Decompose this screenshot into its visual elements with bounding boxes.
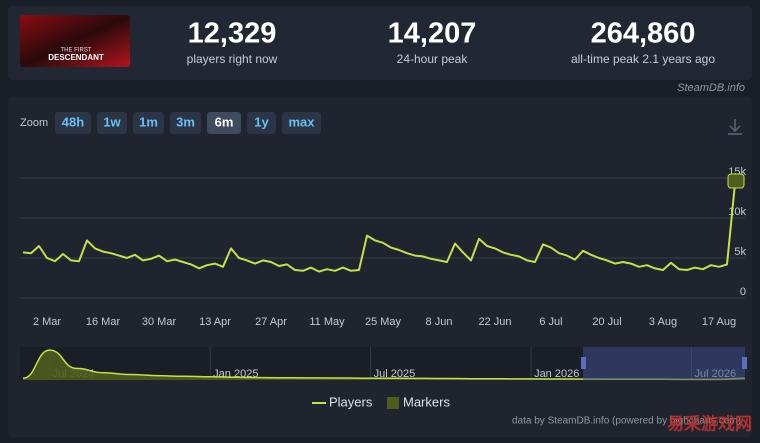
credit: SteamDB.info [677,82,745,94]
y-tick-label: 5k [734,246,746,258]
x-tick-label: 2 Mar [33,316,61,328]
zoom-button-label[interactable]: 6m [215,114,234,129]
x-tick-label: 8 Jun [426,316,453,328]
zoom-button-bg[interactable] [247,112,276,134]
zoom-button[interactable]: 48h [55,112,91,134]
navigator-label: Jan 2026 [534,368,579,380]
zoom-button-bg[interactable] [170,112,201,134]
x-tick-label: 27 Apr [255,316,287,328]
x-tick-label: 25 May [365,316,402,328]
navigator-selection[interactable] [583,347,745,380]
zoom-button[interactable]: 6m [207,112,241,134]
x-tick-label: 17 Aug [702,316,736,328]
x-tick-label: 13 Apr [199,316,231,328]
zoom-button-bg[interactable] [207,112,241,134]
x-tick-label: 3 Aug [649,316,677,328]
navigator-label: Jul 2025 [374,368,416,380]
zoom-button-bg[interactable] [133,112,164,134]
stat-label: 24-hour peak [397,52,469,66]
marker-flag[interactable] [727,173,745,189]
zoom-button-label[interactable]: 3m [176,114,195,129]
zoom-button-label[interactable]: 48h [62,114,84,129]
zoom-button-label[interactable]: max [288,114,315,129]
zoom-button-label[interactable]: 1m [139,114,158,129]
zoom-buttons: 48h 1w 1m 3m 6m 1y max [55,112,321,134]
zoom-button-label[interactable]: 1w [103,114,121,129]
zoom-button-bg[interactable] [55,112,91,134]
download-icon[interactable] [728,119,742,135]
zoom-button[interactable]: 1y [247,112,276,134]
zoom-label: Zoom [20,117,48,129]
watermark: 易采游戏网 [667,413,752,433]
x-tick-label: 20 Jul [592,316,621,328]
logo-text: THE FIRST [61,48,92,54]
zoom-button-label[interactable]: 1y [254,114,269,129]
legend-swatch [387,397,399,409]
x-tick-label: 11 May [309,316,345,328]
stat-label: all-time peak 2.1 years ago [571,52,715,66]
zoom-button-bg[interactable] [282,112,321,134]
zoom-button-bg[interactable] [97,112,127,134]
zoom-button[interactable]: 1m [133,112,164,134]
header-panel [8,6,752,80]
x-tick-label: 6 Jul [539,316,562,328]
navigator-area [23,350,745,380]
series-line [22,182,744,273]
stat-value: 264,860 [591,18,696,50]
navigator-handle[interactable] [581,357,586,369]
game-logo [20,15,130,67]
x-tick-label: 22 Jun [478,316,511,328]
stat-label: players right now [187,52,278,66]
stat-value: 12,329 [188,18,277,50]
zoom-button[interactable]: 3m [170,112,201,134]
x-tick-label: 16 Mar [86,316,121,328]
zoom-button[interactable]: max [282,112,321,134]
navigator-handle[interactable] [742,357,747,369]
footer-credit: data by SteamDB.info (powered by highcha… [512,416,741,427]
zoom-button[interactable]: 1w [97,112,127,134]
x-tick-label: 30 Mar [142,316,177,328]
stat-value: 14,207 [388,18,477,50]
logo-text: DESCENDANT [48,53,104,62]
legend-entry[interactable]: Markers [403,394,450,409]
y-tick-label: 0 [740,286,746,298]
legend-entry[interactable]: Players [329,394,373,409]
